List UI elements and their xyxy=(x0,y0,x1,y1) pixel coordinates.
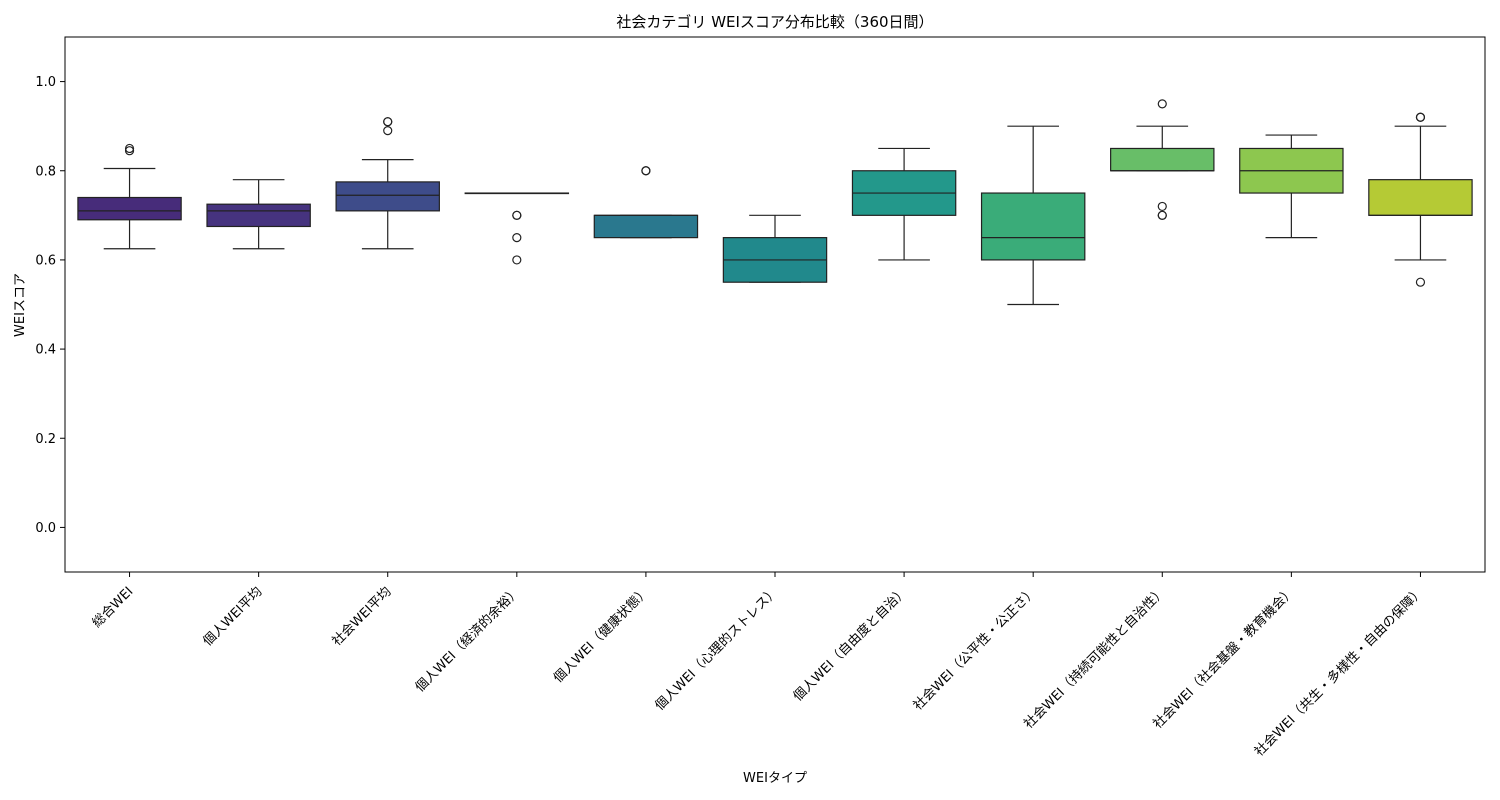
box-group xyxy=(335,117,440,250)
outlier-point xyxy=(512,255,522,265)
box-group xyxy=(464,192,570,265)
box xyxy=(980,192,1086,261)
box xyxy=(335,181,440,212)
x-tick-label: 個人WEI（自由度と自治） xyxy=(790,584,911,705)
outlier-point xyxy=(1157,201,1167,212)
box-group xyxy=(77,143,182,250)
x-tick-label: 社会WEI（社会基盤・教育機会） xyxy=(1150,584,1298,732)
outlier-point xyxy=(383,126,393,136)
outlier-point xyxy=(383,117,393,127)
y-tick-label: 0.2 xyxy=(35,432,56,447)
x-axis-label: WEIタイプ xyxy=(743,771,807,786)
box-group xyxy=(1239,134,1344,239)
y-tick-label: 0.0 xyxy=(35,521,56,536)
outlier-point xyxy=(1415,112,1426,122)
box-group xyxy=(851,147,957,261)
y-axis: 0.0 0.2 0.4 0.6 0.8 1.0 xyxy=(35,75,65,536)
box-group xyxy=(722,214,828,283)
outlier-point xyxy=(1157,210,1167,220)
outlier-point xyxy=(512,233,522,243)
plot-area xyxy=(77,99,1473,306)
outlier-point xyxy=(641,166,651,176)
box xyxy=(77,196,182,221)
box xyxy=(1368,179,1473,216)
box-group xyxy=(980,125,1086,306)
x-tick-label: 個人WEI（健康状態） xyxy=(550,584,652,686)
y-tick-label: 0.8 xyxy=(35,164,56,179)
box-group xyxy=(1368,112,1473,287)
x-tick-label: 総合WEI xyxy=(90,584,137,631)
box xyxy=(1110,147,1215,172)
y-tick-label: 1.0 xyxy=(35,75,56,90)
x-tick-label: 社会WEI（持続可能性と自治性） xyxy=(1021,584,1169,732)
x-tick-label: 個人WEI平均 xyxy=(200,584,265,649)
x-tick-label: 個人WEI（心理的ストレス） xyxy=(652,584,782,714)
y-tick-label: 0.6 xyxy=(35,253,56,268)
x-tick-label: 社会WEI（公平性・公正さ） xyxy=(910,584,1040,714)
x-tick-label: 個人WEI（経済的余裕） xyxy=(412,584,524,696)
outlier-point xyxy=(1157,99,1167,109)
x-axis: 総合WEI 個人WEI平均 社会WEI平均 個人WEI（経済的余裕） 個人WEI（健康状… xyxy=(90,572,1427,760)
plot-frame xyxy=(64,36,1486,573)
box-group xyxy=(1110,99,1215,220)
chart-title: 社会カテゴリ WEIスコア分布比較（360日間） xyxy=(616,13,933,31)
box-group xyxy=(206,179,311,250)
box xyxy=(206,203,311,228)
outlier-point xyxy=(124,143,135,154)
box-group xyxy=(593,166,699,239)
y-axis-label: WEIスコア xyxy=(13,273,28,337)
x-tick-label: 社会WEI平均 xyxy=(329,584,395,650)
box xyxy=(593,214,699,239)
outlier-point xyxy=(1415,277,1426,287)
y-tick-label: 0.4 xyxy=(35,343,56,358)
outlier-point xyxy=(512,210,522,220)
